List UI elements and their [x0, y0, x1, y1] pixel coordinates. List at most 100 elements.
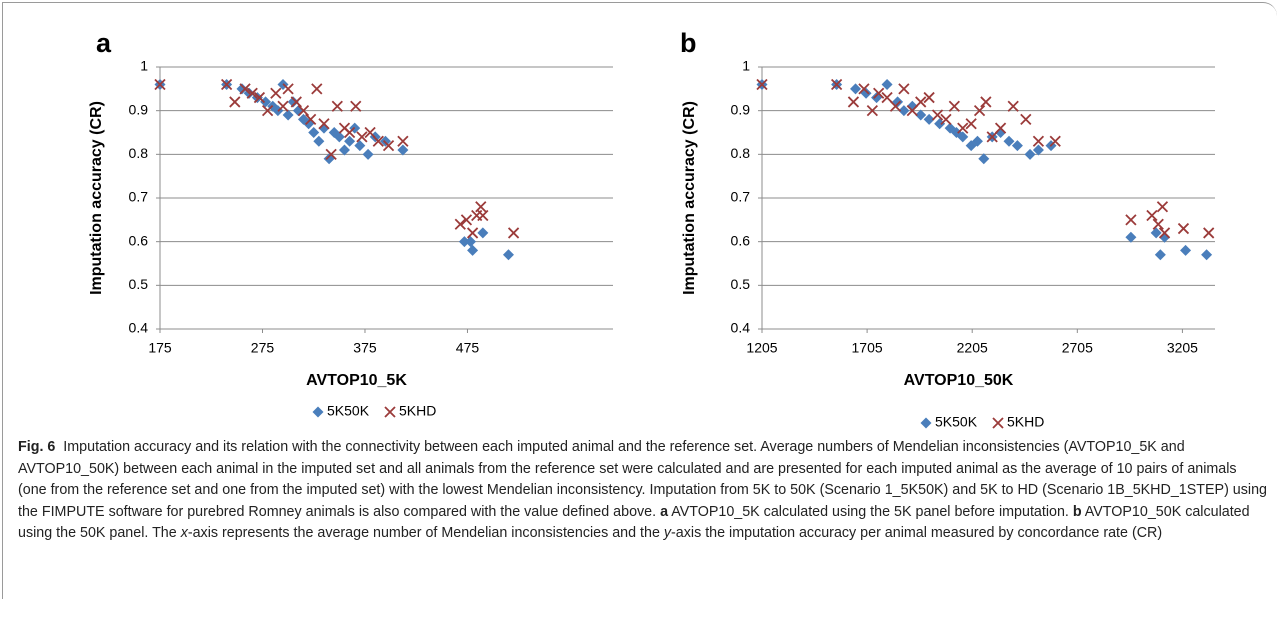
point	[1049, 135, 1061, 147]
point	[466, 227, 479, 239]
point	[397, 135, 409, 147]
point	[986, 131, 998, 143]
point	[1125, 231, 1137, 243]
point	[923, 113, 935, 125]
point	[906, 105, 918, 117]
y-tick-label: 0.9	[129, 101, 149, 117]
y-tick-label: 1	[140, 58, 148, 74]
point	[957, 122, 969, 134]
point	[889, 100, 902, 112]
panel-label: b	[680, 28, 697, 58]
point	[277, 100, 289, 112]
caption-text: AVTOP10_5K calculated using the 5K panel…	[668, 503, 1073, 520]
point	[475, 201, 487, 213]
point	[364, 126, 376, 139]
legend-marker	[920, 417, 932, 429]
point	[379, 135, 391, 147]
x-tick-label: 1205	[746, 340, 777, 356]
x-tick-label: 275	[251, 340, 275, 356]
y-tick-label: 0.7	[731, 189, 751, 205]
caption-text: -axis represents the average number of M…	[187, 525, 664, 541]
point	[847, 96, 860, 108]
point	[1158, 227, 1171, 239]
point	[1024, 148, 1036, 160]
point	[830, 78, 843, 91]
point	[354, 140, 366, 152]
point	[313, 135, 325, 147]
point	[881, 78, 893, 90]
caption-panel-ref: a	[660, 503, 669, 520]
point	[454, 218, 466, 230]
point	[292, 105, 304, 117]
point	[325, 148, 337, 160]
x-tick-label: 375	[353, 340, 377, 356]
point	[372, 135, 384, 147]
point	[1020, 113, 1032, 126]
point	[477, 209, 489, 222]
point	[1180, 244, 1192, 256]
point	[1007, 100, 1019, 112]
panel-label: a	[96, 28, 112, 58]
point	[1154, 249, 1166, 261]
point	[1177, 222, 1190, 235]
x-axis-label: AVTOP10_50K	[904, 372, 1014, 389]
point	[261, 105, 274, 117]
point	[467, 244, 479, 256]
point	[971, 135, 983, 147]
point	[246, 87, 258, 99]
point	[287, 96, 299, 108]
point	[850, 83, 862, 95]
point	[282, 83, 294, 95]
point	[978, 153, 990, 165]
point	[898, 83, 910, 95]
point	[1011, 140, 1023, 152]
point	[318, 118, 330, 130]
point	[1203, 227, 1215, 239]
point	[1150, 227, 1162, 239]
caption-axis-ref: y	[663, 525, 672, 541]
y-tick-label: 0.6	[731, 232, 751, 248]
point	[1146, 209, 1158, 222]
point	[502, 249, 514, 261]
y-tick-label: 0.5	[129, 276, 149, 292]
point	[356, 131, 368, 143]
point	[1156, 201, 1169, 213]
y-axis-label: Imputation accuracy (CR)	[681, 101, 698, 295]
point	[934, 118, 946, 130]
y-tick-label: 0.7	[129, 189, 149, 205]
point	[465, 236, 477, 248]
point	[980, 96, 992, 108]
legend-label: 5K50K	[935, 414, 978, 430]
y-tick-label: 1	[742, 58, 750, 74]
point	[940, 113, 952, 126]
point	[290, 96, 302, 108]
caption: Fig. 6 Imputation accuracy and its relat…	[18, 437, 1268, 545]
point	[1152, 218, 1164, 230]
point	[331, 100, 343, 112]
x-tick-label: 1705	[852, 340, 883, 356]
point	[297, 105, 310, 117]
point	[311, 83, 323, 95]
point	[477, 227, 489, 239]
y-tick-label: 0.4	[731, 320, 751, 336]
point	[305, 113, 317, 126]
point	[1032, 144, 1044, 156]
point	[915, 109, 927, 121]
point	[973, 105, 986, 117]
x-tick-label: 2705	[1062, 340, 1093, 356]
y-tick-label: 0.9	[731, 101, 751, 117]
point	[756, 78, 768, 91]
point	[333, 131, 345, 143]
point	[220, 78, 233, 91]
caption-text: Imputation accuracy and its relation wit…	[18, 439, 1267, 520]
point	[915, 96, 927, 108]
y-axis-label: Imputation accuracy (CR)	[88, 101, 105, 295]
point	[873, 87, 885, 99]
point	[1003, 135, 1015, 147]
y-tick-label: 0.6	[129, 232, 149, 248]
y-tick-label: 0.8	[129, 145, 149, 161]
point	[948, 100, 960, 112]
caption-label: Fig. 6	[18, 439, 56, 455]
x-tick-label: 175	[148, 340, 172, 356]
